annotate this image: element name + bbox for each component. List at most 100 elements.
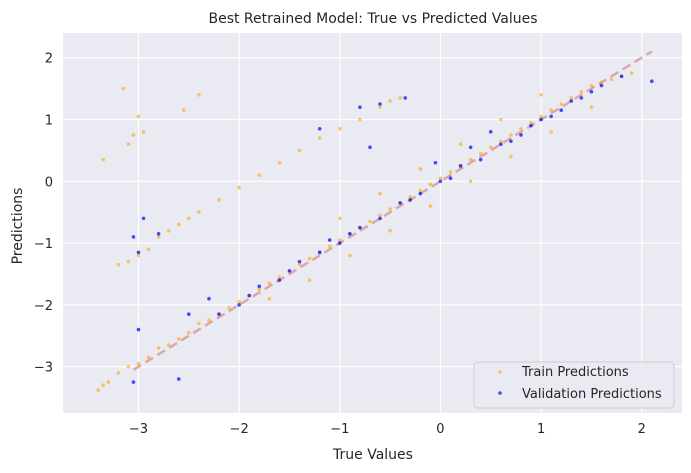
train-point xyxy=(136,253,141,258)
validation-point xyxy=(237,303,241,307)
train-point xyxy=(428,182,433,187)
x-tick-label: −3 xyxy=(129,422,148,437)
validation-point xyxy=(327,238,332,242)
train-point xyxy=(126,364,131,369)
tick-labels: −3 −2 −1 0 1 2 −3 −2 −1 0 1 2 xyxy=(34,52,646,437)
train-point xyxy=(629,71,634,75)
x-axis-label: True Values xyxy=(332,447,413,463)
train-point xyxy=(136,361,141,366)
train-point xyxy=(106,380,111,384)
validation-point xyxy=(458,164,463,168)
train-point xyxy=(388,99,392,103)
train-point xyxy=(277,275,282,279)
train-point xyxy=(609,77,614,82)
train-point xyxy=(207,318,211,323)
legend-marker-train xyxy=(498,370,502,374)
train-point xyxy=(337,216,342,221)
train-point xyxy=(146,247,151,252)
train-point xyxy=(317,136,322,140)
train-point xyxy=(519,126,523,131)
validation-point xyxy=(398,201,402,205)
train-point xyxy=(499,117,503,122)
validation-point xyxy=(378,102,382,106)
train-point xyxy=(599,80,604,85)
validation-point xyxy=(187,312,191,316)
train-point xyxy=(237,185,241,190)
legend: Train Predictions Validation Predictions xyxy=(473,361,675,409)
y-tick-label: −3 xyxy=(34,361,53,376)
train-point xyxy=(267,281,272,286)
train-point xyxy=(418,188,423,193)
train-point xyxy=(509,154,513,159)
train-point xyxy=(277,160,282,165)
train-point xyxy=(348,253,352,258)
train-point xyxy=(141,130,146,134)
train-point xyxy=(378,191,382,196)
train-point xyxy=(131,133,136,137)
validation-point xyxy=(619,74,624,79)
chart-title: Best Retrained Model: True vs Predicted … xyxy=(208,11,537,27)
x-tick-label: −2 xyxy=(230,422,249,437)
train-point xyxy=(176,222,181,227)
train-point xyxy=(297,148,302,153)
train-point xyxy=(398,96,402,100)
validation-point xyxy=(378,216,382,221)
y-tick-label: 2 xyxy=(45,52,53,67)
validation-point xyxy=(257,284,262,289)
train-point xyxy=(176,337,181,341)
train-point xyxy=(358,117,362,122)
train-point xyxy=(559,102,564,106)
train-point xyxy=(116,371,121,375)
validation-point xyxy=(438,179,443,184)
reference-line xyxy=(132,50,653,371)
validation-point xyxy=(176,377,181,381)
validation-point xyxy=(433,160,438,165)
train-point xyxy=(121,86,126,91)
train-point xyxy=(197,210,201,214)
train-point xyxy=(378,213,382,218)
validation-point xyxy=(368,145,372,150)
train-point xyxy=(368,219,372,224)
validation-point xyxy=(136,327,141,332)
x-tick-label: 1 xyxy=(537,422,545,437)
train-point xyxy=(458,142,463,147)
train-point xyxy=(227,306,231,310)
train-point xyxy=(579,89,584,94)
validation-point xyxy=(297,259,302,264)
validation-point xyxy=(509,139,513,143)
legend-marker-validation xyxy=(498,391,502,395)
train-point xyxy=(96,388,101,392)
train-point xyxy=(388,207,392,211)
validation-point xyxy=(156,232,161,236)
validation-point xyxy=(337,241,342,245)
train-point xyxy=(307,256,312,261)
x-tick-label: 2 xyxy=(638,422,646,437)
train-point xyxy=(539,114,543,119)
validation-point xyxy=(599,83,604,88)
y-axis-label: Predictions xyxy=(10,188,26,265)
train-point xyxy=(257,173,262,177)
y-tick-label: 0 xyxy=(45,175,53,190)
train-series-points xyxy=(96,71,634,392)
train-point xyxy=(589,105,594,109)
train-point xyxy=(136,114,141,119)
train-point xyxy=(378,105,382,109)
train-point xyxy=(549,108,553,113)
train-point xyxy=(468,157,473,162)
validation-point xyxy=(141,216,146,221)
train-point xyxy=(187,330,191,335)
y-tick-label: 1 xyxy=(45,114,53,129)
train-point xyxy=(307,278,312,282)
validation-point xyxy=(317,126,322,131)
train-point xyxy=(549,130,553,134)
validation-point xyxy=(589,89,594,94)
train-point xyxy=(101,157,106,162)
validation-point xyxy=(131,380,136,384)
validation-point xyxy=(559,108,564,113)
validation-point xyxy=(131,235,136,239)
train-point xyxy=(529,120,533,125)
train-point xyxy=(468,179,473,184)
validation-point xyxy=(549,114,553,119)
validation-point xyxy=(529,123,533,128)
